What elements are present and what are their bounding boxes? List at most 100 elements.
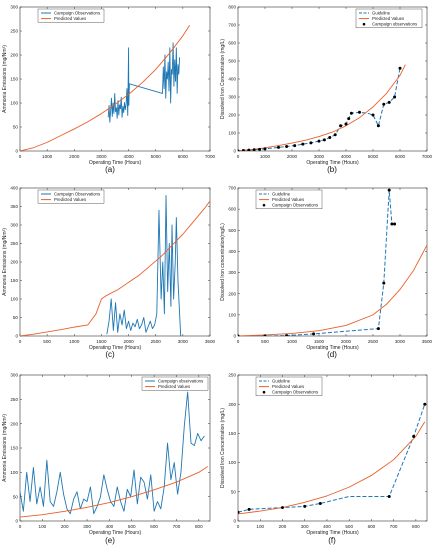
series-line-predicted-values [238,244,427,336]
chart-panel-c: 0 500 1000 1500 2000 2500 3000 3500 0 50 100 150 200… [2,186,216,359]
series-line-guideline [238,404,426,513]
x-tick-label: 2000 [69,154,80,159]
y-tick-label: 350 [10,204,18,209]
legend-entry-label: Campaign Observations [272,203,318,208]
legend-entry-label: Guideline [372,11,391,16]
data-point-marker [238,149,240,151]
data-point-marker [349,111,353,115]
data-point-marker [247,148,251,151]
data-point-marker [382,102,386,106]
data-point-marker [328,136,332,139]
data-point-marker [387,188,391,192]
x-tick-label: 1500 [314,339,325,344]
series-line-predicted-values [238,421,426,515]
y-axis-label: Ammonia Emissions (mg/Nm³) [2,45,8,113]
x-tick-label: 800 [195,524,203,529]
y-tick-label: 700 [228,23,236,28]
panel-label: (c) [105,350,115,359]
x-tick-label: 1500 [96,339,107,344]
series-line-campaign-observations [107,42,181,123]
x-tick-label: 200 [61,524,69,529]
x-tick-label: 0 [19,154,22,159]
x-tick-label: 3000 [395,339,406,344]
x-axis-label: Operating Time (Hours) [89,160,142,166]
series-group [20,194,210,336]
data-point-marker [387,100,391,104]
legend-entry-label: Predicted Values [372,16,404,21]
x-tick-label: 500 [128,524,136,529]
x-tick-label: 0 [19,339,22,344]
x-axis-label: Operating Time (Hours) [306,160,359,166]
x-tick-label: 0 [19,524,22,529]
x-tick-label: 300 [301,524,309,529]
data-point-marker [393,95,397,99]
x-tick-label: 600 [150,524,158,529]
data-point-marker [423,402,427,406]
y-tick-label: 300 [10,373,18,378]
series-line-predicted-values [238,64,406,151]
y-tick-label: 300 [228,270,236,275]
x-tick-label: 6000 [395,154,406,159]
data-point-marker [285,145,289,148]
x-tick-label: 400 [106,524,114,529]
legend-entry-label: Predicted Values [158,384,190,389]
x-tick-label: 5000 [368,154,379,159]
legend-box [37,189,105,204]
data-point-marker [371,113,375,117]
data-point-marker [285,334,289,336]
data-point-marker [312,332,316,336]
plot-area-frame [237,187,428,337]
legend-marker [262,203,266,207]
x-tick-label: 2500 [151,339,162,344]
x-tick-label: 0 [237,339,240,344]
panel-label: (f) [328,536,336,545]
x-tick-label: 4000 [123,154,134,159]
x-tick-label: 7000 [422,154,433,159]
y-tick-label: 600 [228,207,236,212]
series-group [238,402,427,515]
y-tick-label: 150 [10,446,18,451]
data-point-marker [318,501,322,505]
legend-entry-label: Campaign Observations [54,192,100,197]
series-line-predicted-values [20,466,209,518]
legend-box [141,376,209,391]
y-tick-label: 200 [10,53,18,58]
y-tick-label: 250 [10,241,18,246]
x-tick-label: 0 [237,154,240,159]
data-point-marker [387,494,391,498]
y-axis-label: Dissolved Iron Concentration (mg/L) [220,408,226,488]
x-axis-label: Operating Time (Hours) [306,530,359,536]
chart-panel-e: 0 100 200 300 400 500 600 700 800 0 50 100 150 200 250… [2,373,211,545]
y-tick-label: 100 [228,460,236,465]
data-point-marker [258,147,262,151]
data-point-marker [412,434,416,438]
legend-box [37,8,105,23]
y-axis-label: Ammonia Emissions (mg/Nm³) [2,228,8,296]
series-group [238,64,406,151]
chart-panel-f: 0 100 200 300 400 500 600 700 800 0 50 100 150 200 250… [220,373,428,545]
data-point-marker [390,222,394,226]
legend-box [255,376,323,396]
y-tick-label: 0 [15,149,18,154]
x-tick-label: 7000 [205,154,216,159]
x-tick-label: 800 [412,524,420,529]
series-line-campaign-observations [20,391,205,515]
data-point-marker [398,66,402,70]
x-tick-label: 3500 [422,339,433,344]
series-line-campaign-observations [106,194,182,336]
y-tick-label: 200 [10,421,18,426]
x-tick-label: 3500 [205,339,216,344]
x-tick-label: 5000 [151,154,162,159]
legend-marker [362,22,366,26]
legend-entry-label: Guideline [272,379,291,384]
legend-entry-label: Campaign observations [372,22,417,27]
y-tick-label: 100 [10,470,18,475]
y-tick-label: 300 [228,95,236,100]
y-tick-label: 100 [10,101,18,106]
data-point-marker [241,148,245,151]
legend-marker [262,390,266,394]
